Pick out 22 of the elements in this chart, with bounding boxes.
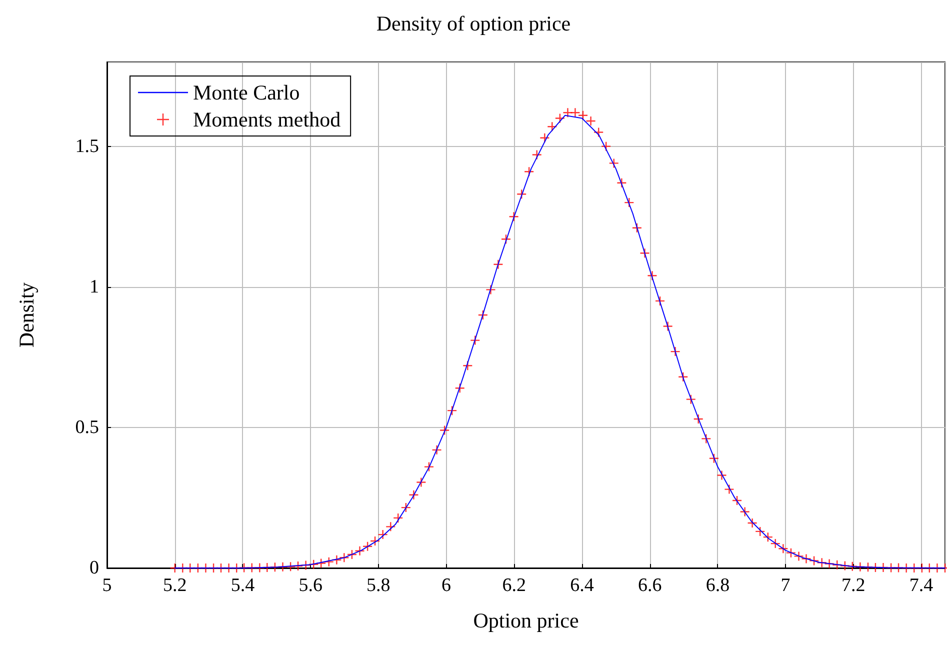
y-tick-label: 0.5: [75, 416, 99, 438]
legend-label: Monte Carlo: [193, 80, 300, 104]
x-tick-label: 6.8: [706, 575, 730, 596]
y-tick-label: 1: [90, 276, 99, 298]
x-tick-label: 7.2: [842, 575, 866, 596]
x-tick-label: 7.4: [909, 575, 934, 596]
y-axis-title: Density: [14, 282, 38, 348]
x-tick-label: 5.6: [298, 575, 322, 596]
x-tick-label: 7: [780, 575, 790, 596]
legend-label: Moments method: [193, 108, 342, 132]
x-tick-label: 6: [442, 575, 452, 596]
x-tick-label: 6.2: [502, 575, 526, 596]
x-tick-label: 6.4: [570, 575, 594, 596]
x-tick-label: 6.6: [638, 575, 662, 596]
x-axis-title: Option price: [473, 608, 579, 632]
y-tick-label: 1.5: [75, 136, 99, 157]
x-tick-label: 5: [102, 575, 112, 596]
x-tick-label: 5.4: [230, 575, 256, 596]
x-tick-label: 5.2: [162, 575, 187, 596]
chart-title: Density of option price: [376, 12, 571, 36]
y-tick-label: 0: [90, 558, 99, 578]
x-tick-label: 5.8: [366, 575, 390, 596]
